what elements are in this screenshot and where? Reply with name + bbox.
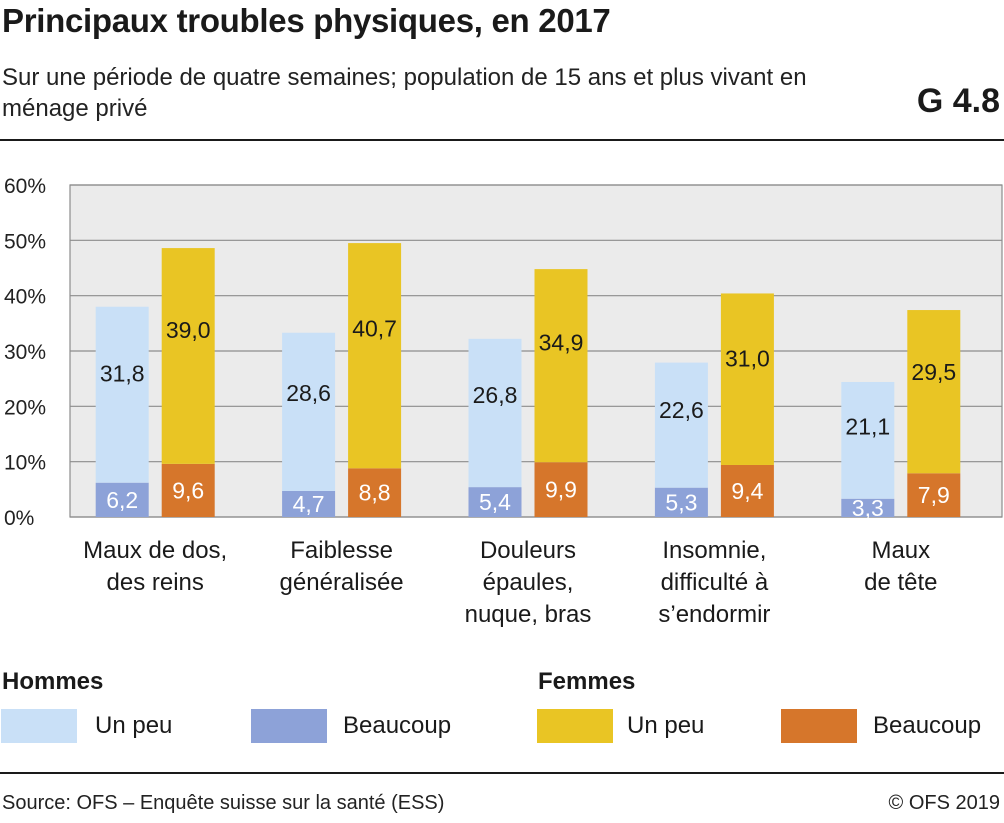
bar-women-little xyxy=(161,248,215,464)
bar-women-lot xyxy=(161,463,215,517)
data-label: 21,1 xyxy=(845,413,890,439)
bar-women-lot xyxy=(720,464,774,517)
legend-label-women-little: Un peu xyxy=(627,712,705,739)
y-tick-label: 20% xyxy=(4,396,46,419)
data-label: 7,9 xyxy=(918,482,950,508)
data-label: 6,2 xyxy=(106,487,138,513)
bar-women-lot xyxy=(348,468,402,517)
bar-men-lot xyxy=(282,490,336,517)
bar-men-little xyxy=(282,332,336,491)
bar-men-little xyxy=(95,306,149,483)
category-label: nuque, bras xyxy=(465,601,592,628)
chart-code: G 4.8 xyxy=(916,82,1000,120)
category-label: Insomnie, xyxy=(662,537,766,564)
bar-men-little xyxy=(841,381,895,499)
legend-swatch-men-little xyxy=(1,709,77,743)
data-label: 39,0 xyxy=(166,317,211,343)
data-label: 34,9 xyxy=(539,329,584,355)
bar-men-lot xyxy=(654,487,708,517)
bar-men-lot xyxy=(841,498,895,517)
category-label: de tête xyxy=(864,569,937,596)
legend-swatch-women-little xyxy=(537,709,613,743)
category-label: généralisée xyxy=(280,569,404,596)
legend-heading-women: Femmes xyxy=(538,668,636,695)
top-rule xyxy=(0,139,1004,141)
y-tick-label: 60% xyxy=(4,175,46,198)
data-label: 29,5 xyxy=(911,359,956,385)
category-label: difficulté à xyxy=(661,569,769,596)
data-label: 4,7 xyxy=(293,491,325,517)
bar-women-little xyxy=(348,243,402,469)
data-label: 9,4 xyxy=(731,478,763,504)
data-label: 31,8 xyxy=(100,361,145,387)
data-label: 8,8 xyxy=(359,480,391,506)
category-label: Faiblesse xyxy=(290,537,393,564)
bar-men-lot xyxy=(468,487,522,517)
data-label: 26,8 xyxy=(473,382,518,408)
copyright-note: © OFS 2019 xyxy=(888,792,1000,814)
category-label: des reins xyxy=(107,569,204,596)
y-tick-label: 40% xyxy=(4,286,46,309)
legend-swatch-women-lot xyxy=(781,709,857,743)
data-label: 31,0 xyxy=(725,346,770,372)
bottom-rule xyxy=(0,772,1004,774)
category-label: Douleurs xyxy=(480,537,576,564)
category-label: s’endormir xyxy=(658,601,770,628)
y-tick-label: 0% xyxy=(4,507,34,530)
bar-men-little xyxy=(468,338,522,488)
stacked-bar-chart: 0% 10% 20% 30% 40% 50% 60% 6,2 31,8 9,6 39,0 Maux d… xyxy=(4,175,1003,628)
category-label: Maux de dos, xyxy=(83,537,227,564)
y-tick-label: 30% xyxy=(4,341,46,364)
bar-women-little xyxy=(720,293,774,465)
chart-title: Principaux troubles physiques, en 2017 xyxy=(2,2,611,39)
source-note: Source: OFS – Enquête suisse sur la sant… xyxy=(2,792,445,814)
category-label: Maux xyxy=(871,537,930,564)
y-tick-label: 50% xyxy=(4,230,46,253)
bar-women-lot xyxy=(534,462,588,517)
data-label: 9,9 xyxy=(545,477,577,503)
data-label: 40,7 xyxy=(352,316,397,342)
data-label: 22,6 xyxy=(659,397,704,423)
data-label: 5,4 xyxy=(479,489,511,515)
category-label: épaules, xyxy=(483,569,574,596)
legend-label-men-little: Un peu xyxy=(95,712,173,739)
data-label: 5,3 xyxy=(665,489,697,515)
legend-label-men-lot: Beaucoup xyxy=(343,712,452,739)
bar-men-lot xyxy=(95,482,149,517)
bar-women-little xyxy=(907,310,961,474)
legend-heading-men: Hommes xyxy=(2,668,104,695)
legend-label-women-lot: Beaucoup xyxy=(873,712,982,739)
data-label: 3,3 xyxy=(852,495,884,521)
y-tick-label: 10% xyxy=(4,452,46,475)
data-label: 9,6 xyxy=(172,477,204,503)
data-label: 28,6 xyxy=(286,380,331,406)
bar-men-little xyxy=(654,362,708,488)
bar-women-little xyxy=(534,269,588,463)
legend-swatch-men-lot xyxy=(251,709,327,743)
bar-women-lot xyxy=(907,473,961,517)
chart-subtitle: Sur une période de quatre semaines; popu… xyxy=(2,64,807,122)
